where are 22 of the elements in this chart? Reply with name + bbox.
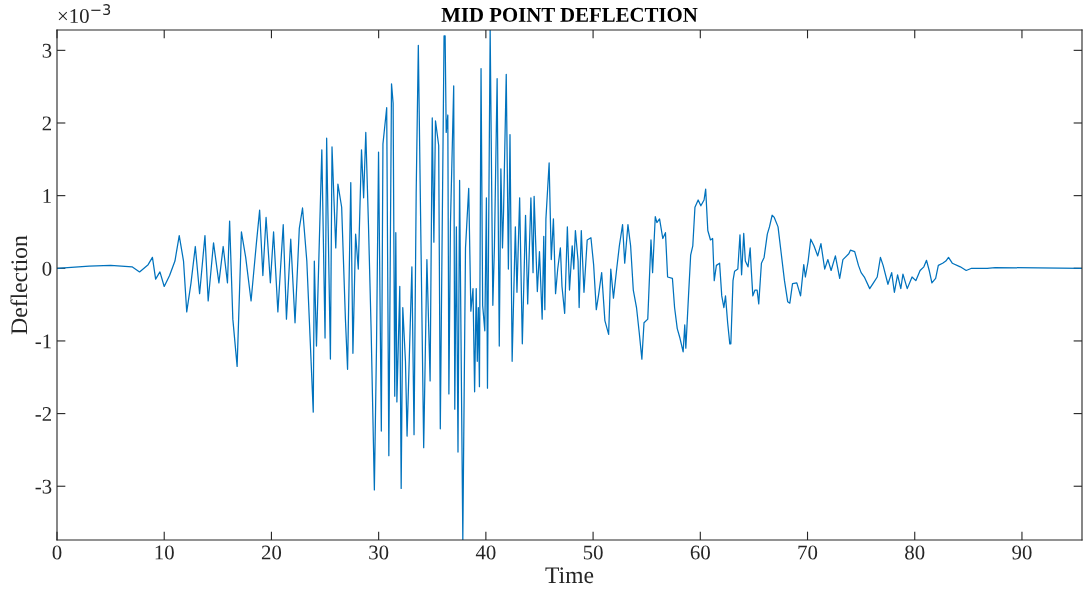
x-tick-label: 90 — [1012, 545, 1032, 560]
x-tick-label: 60 — [690, 545, 710, 560]
x-tick-label: 10 — [155, 545, 174, 560]
x-tick-label: 70 — [798, 545, 818, 560]
y-tick-label: -3 — [35, 479, 52, 494]
x-tick-label: 0 — [52, 545, 62, 560]
x-tick-label: 30 — [369, 545, 389, 560]
x-tick-label: 40 — [475, 545, 496, 560]
line-series — [57, 30, 1082, 540]
x-tick-label: 20 — [261, 545, 282, 560]
x-tick-label: 80 — [905, 545, 925, 560]
x-axis-title: Time — [545, 567, 594, 584]
y-axis-title: Deflection — [10, 235, 28, 335]
y-tick-label: -1 — [35, 334, 51, 349]
y-tick-label: 3 — [42, 43, 52, 58]
y-tick-label: -2 — [35, 407, 51, 421]
y-tick-label: 1 — [43, 189, 51, 203]
x-tick-label: 50 — [583, 545, 603, 560]
y-tick-label: 2 — [42, 116, 51, 131]
y-tick-label: 0 — [42, 261, 52, 276]
chart-title: MID POINT DEFLECTION — [441, 7, 698, 22]
text: ×10$^{−3}$ — [58, 4, 111, 24]
